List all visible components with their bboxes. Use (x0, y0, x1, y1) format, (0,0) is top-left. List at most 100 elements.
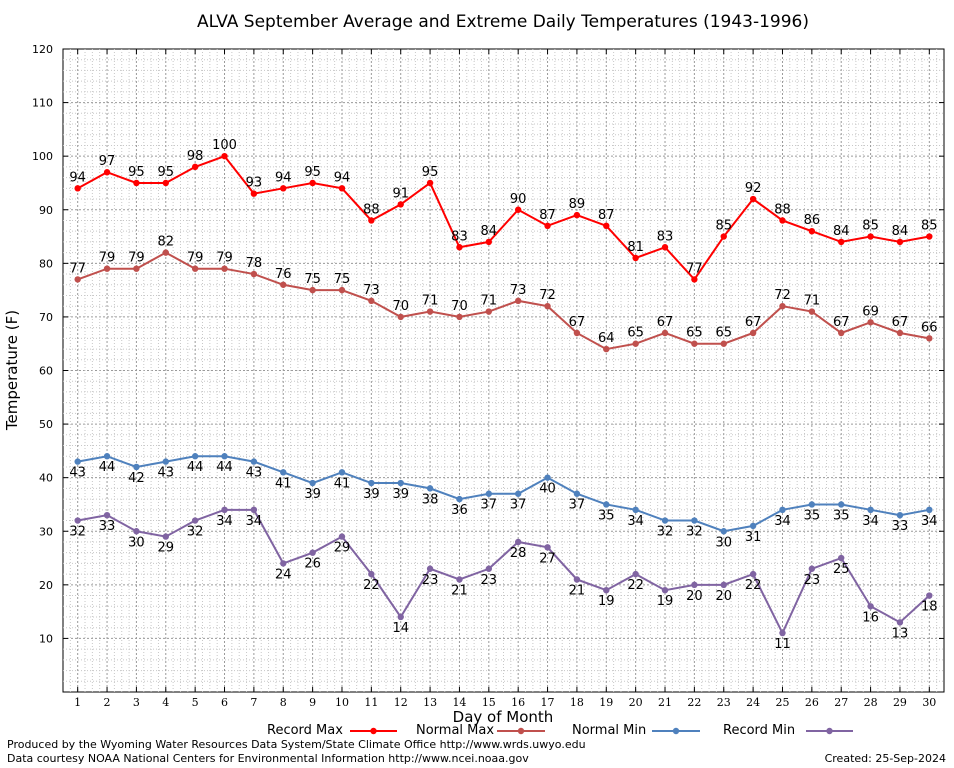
data-label: 19 (598, 594, 615, 609)
data-point (162, 533, 169, 540)
data-point (133, 463, 140, 471)
legend-label: Record Max (267, 723, 343, 738)
data-point (250, 190, 258, 197)
data-label: 39 (392, 487, 409, 502)
data-label: 28 (510, 546, 527, 561)
credit-line-1: Produced by the Wyoming Water Resources … (7, 738, 586, 751)
y-tick-label: 90 (39, 204, 53, 217)
data-point (749, 522, 757, 530)
data-label: 25 (833, 562, 850, 577)
data-label: 95 (128, 165, 145, 180)
data-label: 79 (99, 251, 116, 266)
data-point (838, 554, 845, 562)
data-label: 20 (686, 589, 703, 604)
data-label: 23 (422, 573, 439, 588)
y-axis-label: Temperature (F) (3, 310, 21, 431)
data-point (691, 517, 698, 524)
x-tick-label: 16 (511, 696, 525, 709)
data-label: 87 (539, 208, 556, 223)
data-point (926, 233, 933, 240)
y-tick-label: 80 (39, 257, 53, 270)
data-label: 77 (69, 261, 86, 276)
data-label: 72 (539, 288, 556, 303)
data-point (338, 185, 346, 192)
data-label: 41 (275, 476, 292, 491)
data-label: 22 (363, 578, 380, 593)
x-tick-label: 30 (922, 696, 936, 709)
data-point (603, 222, 610, 230)
data-point (338, 533, 346, 540)
data-point (867, 319, 874, 326)
series: 94 97 95 95 98 100 93 94 95 94 88 91 95 83 84 90 87 89 87 8… (69, 138, 937, 652)
x-tick-label: 17 (541, 696, 555, 709)
data-label: 43 (69, 466, 86, 481)
data-label: 67 (569, 315, 586, 330)
data-point (808, 308, 816, 315)
data-label: 100 (212, 138, 237, 153)
data-point (514, 297, 522, 305)
data-point (368, 570, 375, 578)
data-point (368, 217, 375, 224)
data-label: 64 (598, 331, 615, 346)
data-label: 88 (363, 202, 380, 217)
data-label: 34 (921, 514, 938, 529)
data-point (280, 469, 287, 476)
x-tick-label: 12 (394, 696, 408, 709)
x-tick-label: 8 (280, 696, 287, 709)
data-label: 94 (334, 170, 351, 185)
data-point (720, 528, 727, 535)
data-label: 34 (216, 514, 233, 529)
data-point (838, 329, 845, 337)
data-point (456, 244, 463, 251)
data-point (103, 169, 111, 176)
data-point (749, 570, 757, 578)
x-tick-label: 6 (221, 696, 228, 709)
data-point (779, 217, 786, 224)
data-label: 87 (598, 208, 615, 223)
data-label: 90 (510, 192, 527, 207)
data-point (74, 517, 81, 524)
data-label: 22 (745, 578, 762, 593)
series-line (77, 154, 930, 282)
data-point (456, 495, 463, 503)
data-label: 98 (187, 149, 204, 164)
data-label: 95 (422, 165, 439, 180)
x-tick-label: 1 (74, 696, 81, 709)
data-point (896, 238, 904, 246)
data-label: 32 (657, 525, 674, 540)
data-label: 71 (804, 294, 821, 309)
data-point (661, 329, 669, 337)
data-label: 33 (892, 519, 909, 534)
data-label: 43 (158, 466, 175, 481)
data-label: 29 (334, 541, 351, 556)
data-label: 69 (862, 304, 879, 319)
data-label: 76 (275, 267, 292, 282)
data-point (485, 490, 493, 497)
data-label: 37 (569, 498, 586, 513)
x-axis-label: Day of Month (453, 708, 554, 726)
data-point (309, 286, 316, 294)
data-point (103, 265, 111, 272)
data-label: 67 (892, 315, 909, 330)
data-label: 86 (804, 213, 821, 228)
data-point (397, 479, 404, 487)
data-label: 44 (99, 460, 116, 475)
data-point (514, 206, 522, 213)
data-point (368, 297, 375, 305)
data-point (691, 581, 698, 589)
data-point (661, 244, 669, 251)
data-label: 70 (392, 299, 409, 314)
data-label: 13 (892, 626, 909, 641)
grid (63, 49, 944, 692)
data-label: 43 (246, 466, 263, 481)
data-point (632, 506, 639, 514)
data-point (426, 179, 434, 187)
series-normal-min: 43 44 42 43 44 44 43 41 39 41 39 39 38 36 37 37 40 37 35 34… (69, 453, 938, 550)
data-point (661, 586, 669, 594)
data-point (867, 506, 874, 514)
x-tick-label: 24 (746, 696, 760, 709)
data-point (749, 195, 757, 203)
data-label: 34 (627, 514, 644, 529)
data-point (926, 335, 933, 342)
data-point (191, 517, 199, 524)
